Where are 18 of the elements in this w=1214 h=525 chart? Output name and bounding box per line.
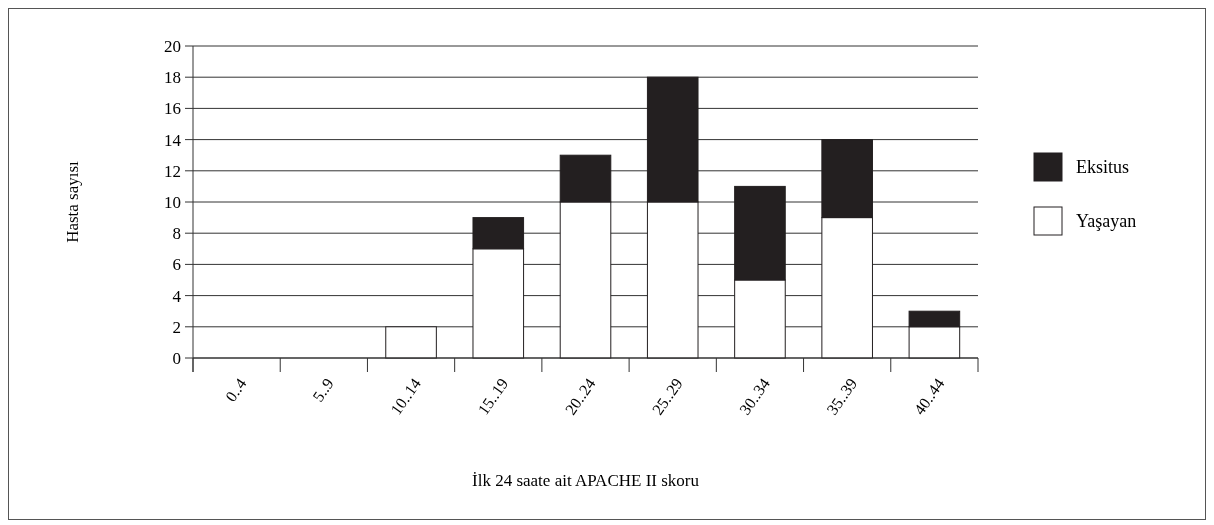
legend-label: Eksitus — [1076, 157, 1130, 178]
y-axis-title: Hasta sayısı — [63, 160, 82, 243]
y-tick-label: 16 — [164, 99, 181, 119]
y-tick-label: 4 — [172, 286, 182, 306]
x-tick-label: 5..9 — [309, 375, 337, 405]
y-tick-label: 6 — [172, 255, 181, 275]
y-tick-label: 2 — [172, 317, 181, 337]
x-axis-title: İlk 24 saate ait APACHE II skoru — [472, 471, 700, 490]
legend-label: Yaşayan — [1076, 211, 1137, 232]
y-tick-label: 20 — [164, 36, 181, 56]
y-tick-label: 8 — [172, 224, 181, 244]
y-tick-label: 0 — [172, 348, 181, 368]
y-tick-label: 10 — [164, 192, 181, 212]
bar — [385, 326, 437, 359]
y-tick-label: 14 — [164, 130, 182, 150]
y-tick-label: 12 — [164, 161, 181, 181]
x-tick-label: 0..4 — [221, 375, 250, 405]
y-tick-label: 18 — [164, 68, 181, 88]
